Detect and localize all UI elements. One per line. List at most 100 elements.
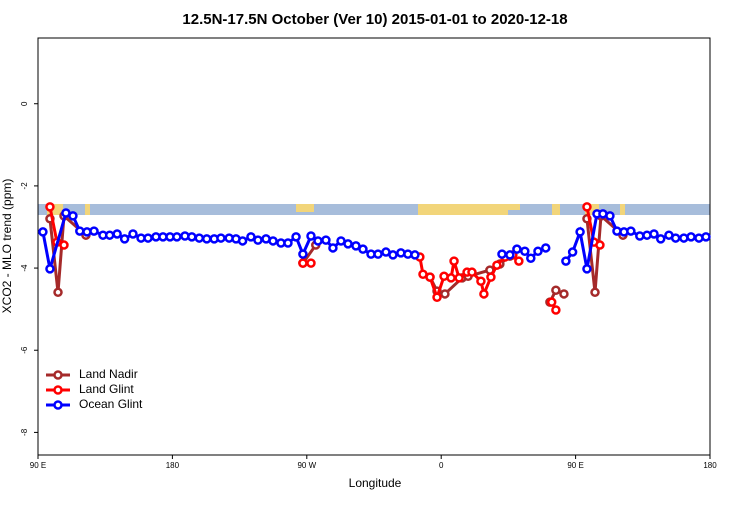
data-point <box>505 250 515 260</box>
data-point <box>514 256 524 266</box>
legend-marker <box>53 400 63 410</box>
data-point <box>679 233 689 243</box>
data-point <box>551 305 561 315</box>
data-point <box>454 273 464 283</box>
x-tick-label: 90 E <box>30 461 46 470</box>
data-point <box>425 272 435 282</box>
data-point <box>582 264 592 274</box>
data-point <box>59 240 69 250</box>
data-point <box>540 243 551 253</box>
data-point <box>635 231 645 241</box>
data-point <box>373 249 383 259</box>
legend-label: Land Glint <box>79 382 134 396</box>
data-point <box>533 246 543 256</box>
data-point <box>298 258 308 268</box>
data-point <box>467 267 477 277</box>
data-point <box>410 250 420 260</box>
data-point <box>216 233 226 243</box>
data-point <box>432 292 442 302</box>
legend-label: Ocean Glint <box>79 397 143 411</box>
y-axis-label: XCO2 - MLO trend (ppm) <box>0 179 14 314</box>
data-point <box>268 236 278 246</box>
data-point <box>670 233 681 243</box>
data-point <box>686 232 696 242</box>
x-axis-label: Longitude <box>349 476 402 490</box>
data-point <box>119 234 130 244</box>
x-tick-label: 180 <box>166 461 180 470</box>
data-point <box>237 236 248 246</box>
data-point <box>440 289 450 299</box>
data-point <box>351 241 361 251</box>
plot-frame <box>37 37 711 456</box>
data-point <box>479 289 489 299</box>
data-point <box>582 202 592 212</box>
data-point <box>492 260 502 270</box>
data-point <box>526 253 536 263</box>
y-tick-label: -4 <box>20 264 29 272</box>
data-point <box>321 235 331 245</box>
legend-label: Land Nadir <box>79 367 138 381</box>
data-point <box>253 235 263 245</box>
data-point <box>701 232 711 242</box>
data-point <box>649 229 659 239</box>
data-point <box>306 258 316 268</box>
data-point <box>561 256 571 266</box>
data-point <box>559 289 569 299</box>
data-point <box>595 240 605 250</box>
data-point <box>143 233 153 243</box>
land-mask-strip <box>38 204 710 215</box>
data-point <box>38 227 48 237</box>
y-tick-label: -6 <box>20 346 29 354</box>
x-tick-label: 180 <box>703 461 717 470</box>
data-point <box>486 272 496 282</box>
x-tick-label: 0 <box>439 461 444 470</box>
data-point <box>306 231 316 241</box>
data-point <box>655 234 666 244</box>
data-point <box>328 243 338 253</box>
y-tick-label: 0 <box>20 101 29 106</box>
data-point <box>53 287 63 298</box>
data-point <box>89 226 99 236</box>
data-point <box>68 211 78 221</box>
data-point <box>626 226 636 236</box>
data-point <box>590 287 600 298</box>
data-point <box>172 232 182 242</box>
data-point <box>313 236 323 246</box>
data-point <box>187 232 197 242</box>
data-point <box>45 202 55 212</box>
data-point <box>476 276 486 286</box>
data-point <box>605 211 615 221</box>
chart-title: 12.5N-17.5N October (Ver 10) 2015-01-01 … <box>182 11 567 28</box>
legend-marker <box>53 370 63 380</box>
data-point <box>45 264 55 274</box>
x-tick-label: 90 E <box>567 461 583 470</box>
data-point <box>449 256 459 266</box>
data-point <box>75 226 85 236</box>
data-point <box>520 246 530 256</box>
data-point <box>512 244 522 254</box>
data-point <box>104 230 115 240</box>
data-point <box>194 233 205 243</box>
data-point <box>575 227 585 237</box>
series-line <box>585 212 624 293</box>
data-point <box>446 273 456 283</box>
data-point <box>343 239 353 249</box>
data-point <box>358 244 368 254</box>
x-tick-label: 90 W <box>297 461 316 470</box>
data-point <box>551 285 561 296</box>
data-point <box>497 249 507 259</box>
data-point <box>246 232 256 242</box>
data-point <box>128 229 138 239</box>
data-point <box>291 232 301 242</box>
data-point <box>201 234 212 244</box>
data-point <box>112 229 122 239</box>
data-point <box>567 247 578 257</box>
data-point <box>388 250 398 260</box>
data-point <box>298 249 308 259</box>
y-tick-label: -2 <box>20 182 29 190</box>
y-tick-label: -8 <box>20 428 29 436</box>
data-point <box>546 297 557 307</box>
legend-marker <box>53 385 63 395</box>
